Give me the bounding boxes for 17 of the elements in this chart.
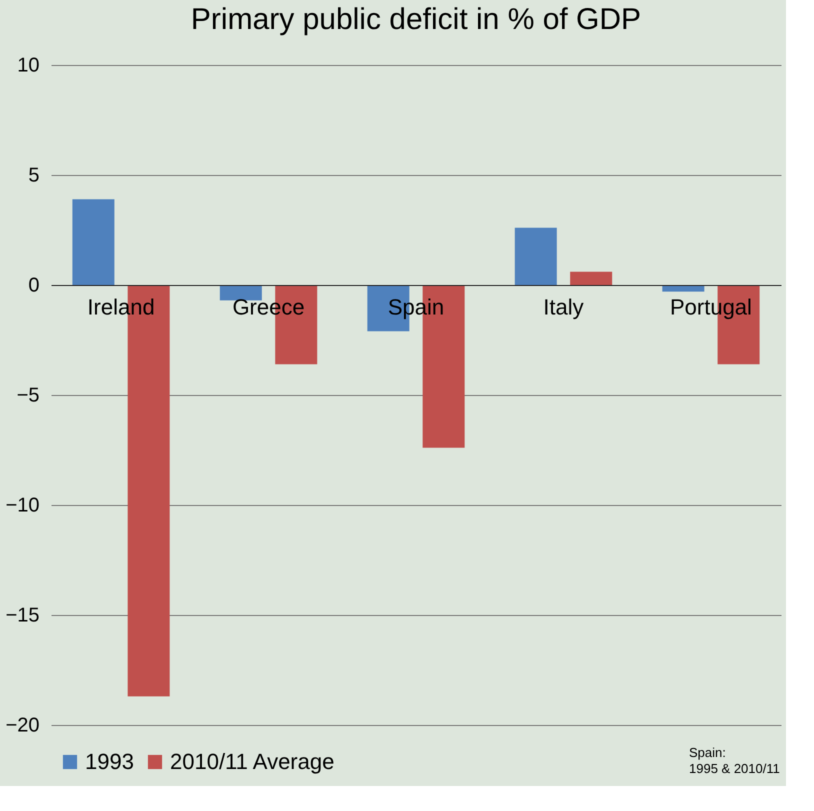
y-tick-label: 10 [17, 54, 40, 76]
bar [220, 285, 262, 300]
y-tick-label: −15 [6, 604, 40, 626]
chart-title: Primary public deficit in % of GDP [190, 3, 642, 36]
legend-label: 1993 [85, 749, 134, 774]
bar [514, 228, 557, 285]
text: Spain: 1995 & 2010/11 [689, 745, 780, 776]
y-tick-label: −5 [16, 384, 40, 406]
bar [72, 199, 114, 285]
x-tick-label: Italy [543, 294, 584, 320]
x-tick-label: Spain [388, 294, 444, 320]
y-tick-label: −10 [6, 494, 40, 516]
bar [570, 272, 612, 285]
y-tick-label: −20 [6, 714, 40, 736]
y-tick-label: 0 [28, 274, 40, 296]
legend-label: 2010/11 Average [170, 749, 334, 774]
y-tick-label: 5 [28, 164, 40, 186]
